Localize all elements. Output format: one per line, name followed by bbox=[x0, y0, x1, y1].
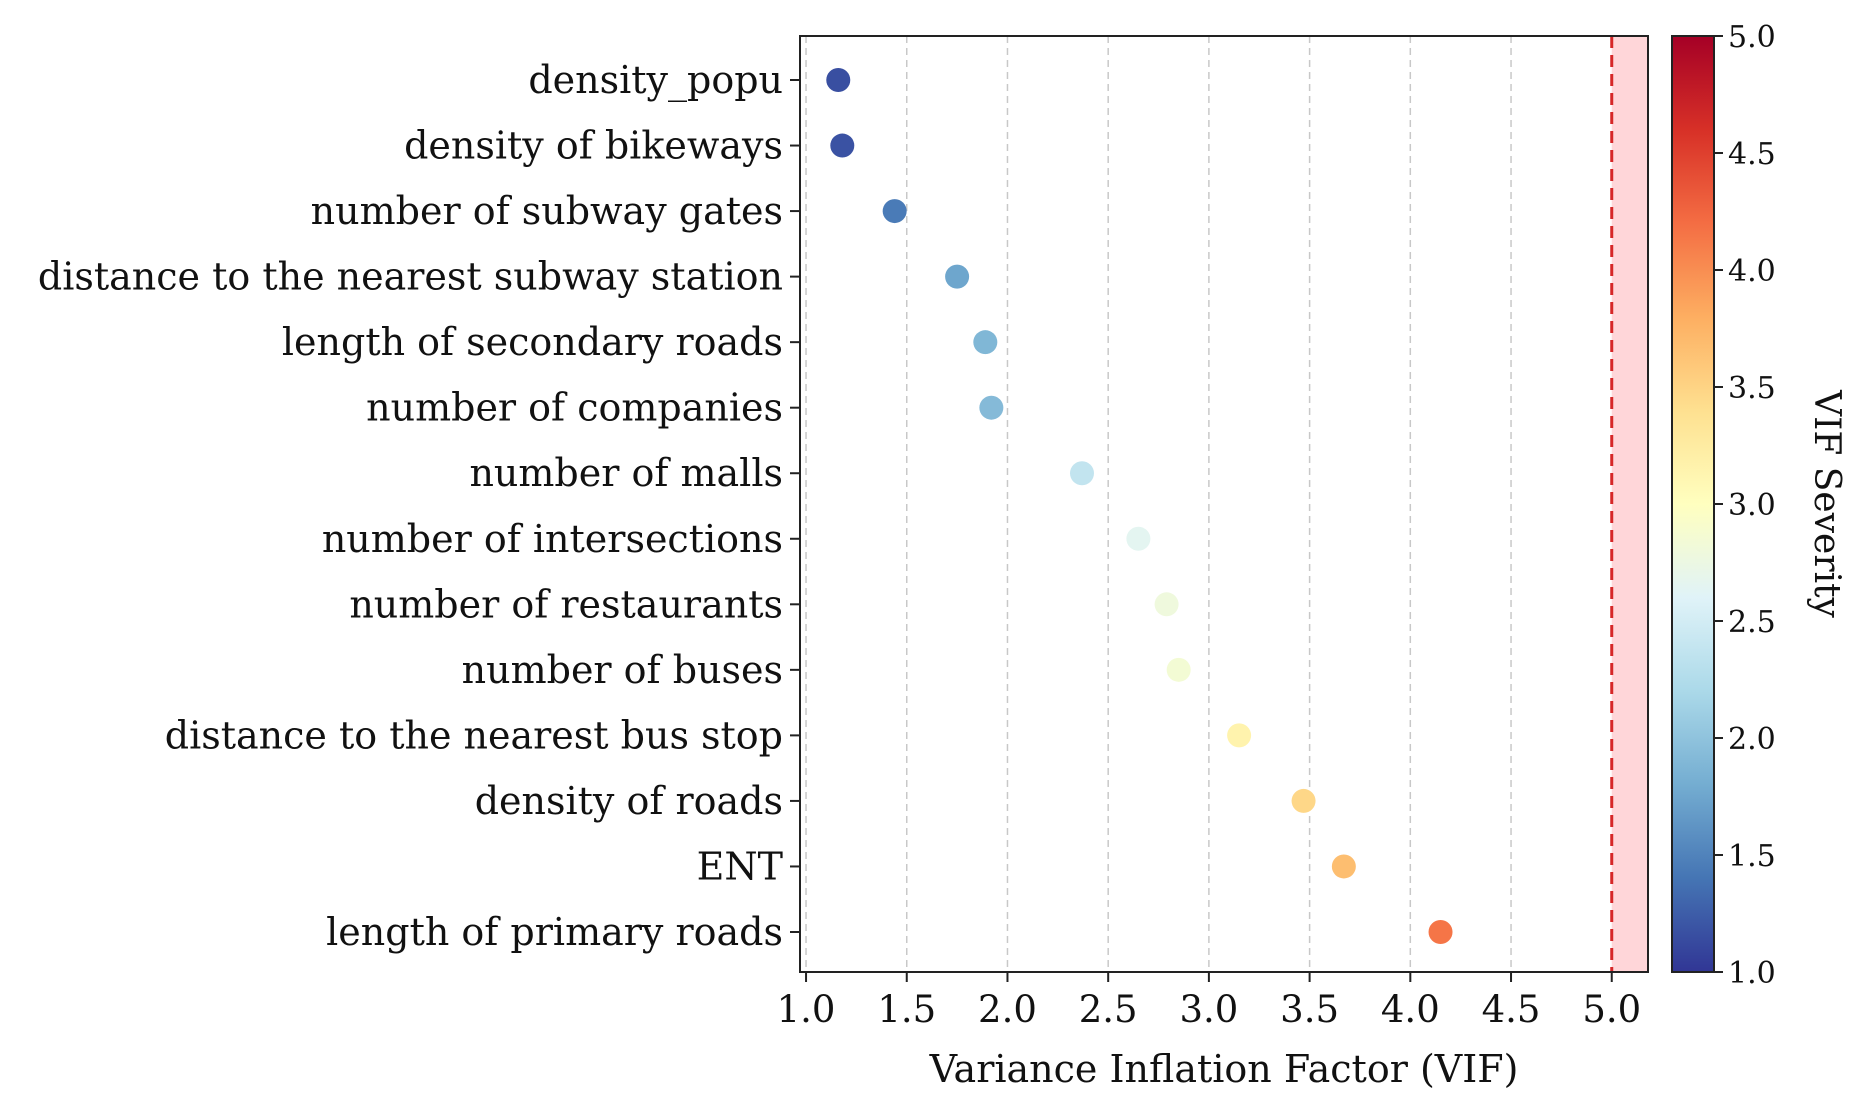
y-tick-label: ENT bbox=[697, 844, 783, 888]
x-axis-label: Variance Inflation Factor (VIF) bbox=[929, 1047, 1519, 1091]
plot-frame bbox=[799, 35, 1649, 973]
y-tick-label: number of companies bbox=[366, 386, 783, 430]
data-point bbox=[1428, 920, 1453, 944]
data-point bbox=[882, 199, 907, 224]
x-tick-label: 2.5 bbox=[1079, 988, 1138, 1031]
colorbar-tick-label: 1.0 bbox=[1728, 956, 1776, 991]
y-tick-label: number of intersections bbox=[322, 517, 783, 561]
data-point bbox=[1154, 592, 1179, 617]
data-point bbox=[826, 68, 851, 92]
y-tick-label: number of malls bbox=[469, 451, 783, 495]
y-tick-label: number of subway gates bbox=[311, 189, 783, 233]
y-tick-label: distance to the nearest subway station bbox=[38, 255, 783, 299]
colorbar-tick-label: 3.5 bbox=[1728, 371, 1776, 406]
y-tick-label: density_popu bbox=[528, 58, 783, 103]
colorbar-label: VIF Severity bbox=[1806, 389, 1847, 618]
colorbar-tick-label: 2.5 bbox=[1728, 605, 1776, 640]
y-tick-label: number of buses bbox=[462, 648, 783, 692]
y-tick-label: number of restaurants bbox=[349, 582, 783, 626]
data-point bbox=[830, 133, 855, 158]
x-tick-label: 4.5 bbox=[1482, 988, 1541, 1031]
colorbar-tick-label: 2.0 bbox=[1728, 722, 1776, 757]
colorbar-tick-label: 3.0 bbox=[1728, 488, 1776, 523]
y-tick-label: density of bikeways bbox=[404, 124, 783, 168]
data-point bbox=[1126, 526, 1151, 551]
data-point bbox=[979, 395, 1004, 420]
y-tick-label: length of primary roads bbox=[326, 910, 783, 954]
data-point bbox=[1331, 854, 1356, 879]
colorbar-tick-label: 4.0 bbox=[1728, 254, 1776, 289]
threshold-region bbox=[1611, 36, 1648, 972]
x-tick-label: 3.5 bbox=[1280, 988, 1339, 1031]
y-tick-label: length of secondary roads bbox=[282, 320, 783, 364]
x-tick-label: 4.0 bbox=[1381, 988, 1440, 1031]
colorbar-tick-label: 4.5 bbox=[1728, 137, 1776, 172]
colorbar-tick-label: 5.0 bbox=[1728, 20, 1776, 55]
x-tick-label: 1.5 bbox=[877, 988, 936, 1031]
y-tick-label: distance to the nearest bus stop bbox=[165, 713, 783, 757]
colorbar-tick-label: 1.5 bbox=[1728, 839, 1776, 874]
y-tick-label: density of roads bbox=[475, 779, 783, 823]
data-point bbox=[1227, 723, 1252, 748]
x-tick-label: 2.0 bbox=[978, 988, 1037, 1031]
data-point bbox=[973, 330, 998, 355]
x-tick-label: 1.0 bbox=[777, 988, 836, 1031]
x-tick-label: 5.0 bbox=[1582, 988, 1641, 1031]
colorbar bbox=[1671, 35, 1715, 973]
data-point bbox=[945, 264, 970, 289]
data-point bbox=[1166, 657, 1191, 682]
data-point bbox=[1291, 788, 1316, 813]
data-point bbox=[1069, 461, 1094, 486]
x-tick-label: 3.0 bbox=[1179, 988, 1238, 1031]
